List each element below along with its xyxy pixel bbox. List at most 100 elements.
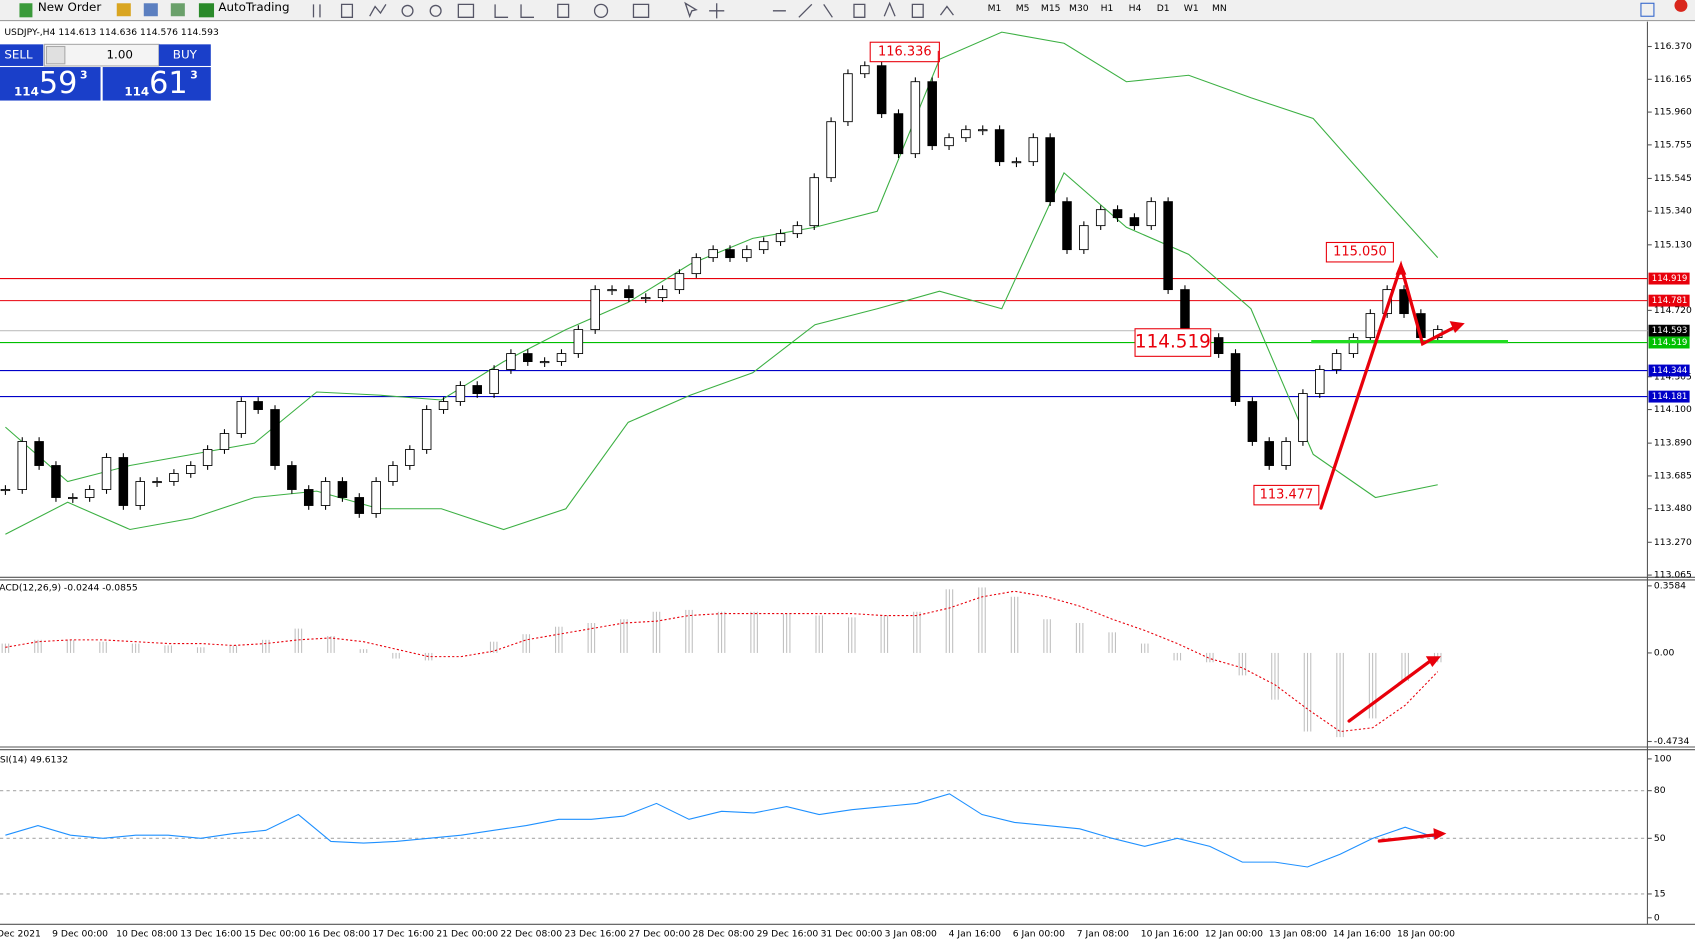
candle [1298,393,1308,442]
price-annotation: 115.050 [1333,245,1387,260]
bid-price-box[interactable] [0,67,101,101]
tool-icon[interactable] [116,3,131,17]
x-tick-label: 4 Jan 16:00 [949,929,1001,940]
y-tick-label: 0.3584 [1654,580,1686,591]
timeframe-button[interactable]: MN [1212,3,1227,14]
price-level-box [1648,324,1690,337]
one-click-trading: SELL 1.00 BUY 114 59 3 114 61 3 [0,43,211,101]
ask-big: 114 [124,84,149,98]
candle [1028,137,1039,163]
tool-icon[interactable] [143,3,158,17]
candle [1331,353,1342,371]
candle [1315,369,1325,394]
search-icon[interactable] [1640,2,1655,17]
price-level-label: 114.919 [1652,274,1688,284]
timeframe-button[interactable]: H1 [1101,3,1114,14]
price-level-label: 114.519 [1652,338,1688,348]
candle [186,465,196,474]
x-tick-label: 3 Jan 08:00 [885,929,937,940]
timeframe-button[interactable]: M15 [1041,3,1061,14]
volume-value: 1.00 [107,48,133,62]
toolbar-icons [312,1,954,19]
candle [876,65,887,115]
candle [320,481,331,506]
candle [152,481,162,484]
ask-point: 3 [190,69,198,82]
candle [101,457,112,490]
macd-signal [5,590,1439,733]
y-tick-label: 115.755 [1654,139,1692,150]
bid-point: 3 [80,69,88,82]
candle [1230,353,1241,402]
candle [202,449,213,466]
candle [1011,161,1022,164]
timeframe-button[interactable]: D1 [1157,3,1170,14]
candle [792,225,803,235]
new-order-button[interactable]: New Order [38,0,102,14]
y-tick-label: 113.270 [1654,537,1692,548]
volume-dropdown[interactable] [45,45,66,65]
candle [236,401,247,434]
tool-icon[interactable] [170,3,185,17]
autotrading-button[interactable]: AutoTrading [218,0,289,14]
notification-badge[interactable] [1674,0,1688,12]
x-tick-label: 10 Dec 08:00 [116,929,178,940]
y-tick-label: 0.00 [1654,647,1675,658]
price-level-box [1648,294,1690,307]
x-tick-label: 28 Dec 08:00 [693,929,755,940]
timeframe-button[interactable]: W1 [1184,3,1199,14]
x-tick-label: 7 Jan 08:00 [1077,929,1129,940]
y-tick-label: 80 [1654,785,1666,796]
candle [977,129,988,132]
x-tick-label: 15 Dec 00:00 [244,929,306,940]
timeframe-button[interactable]: H4 [1129,3,1142,14]
sell-button[interactable] [0,44,44,66]
ask-price-box[interactable] [102,67,211,101]
candle [34,441,44,466]
y-tick-label: 100 [1654,753,1672,764]
toolbar [0,0,1695,21]
x-tick-label: 6 Jan 00:00 [1013,929,1065,940]
candle [944,137,954,147]
y-tick-label: 113.685 [1654,470,1692,481]
candle [1348,337,1359,355]
candle [775,233,786,243]
x-tick-label: 27 Dec 00:00 [628,929,690,940]
timeframe-button[interactable]: M30 [1069,3,1089,14]
candle [118,457,129,506]
candle [17,441,28,490]
timeframe-button[interactable]: M5 [1016,3,1030,14]
y-tick-label: 0 [1654,912,1660,923]
price-annotation-box [869,41,940,63]
candle [0,489,11,492]
bid-pips: 59 [39,66,78,101]
price-annotation: 114.519 [1135,332,1211,353]
y-tick-label: 116.370 [1654,41,1692,52]
indicator-title: MACD(12,26,9) -0.0244 -0.0855 [0,583,138,594]
candle [523,353,533,363]
candle [371,481,381,514]
x-tick-label: 31 Dec 00:00 [821,929,883,940]
y-tick-label: 115.130 [1654,239,1692,250]
candle [691,257,702,275]
candle [640,297,651,300]
candle [1365,313,1376,339]
x-tick-label: 12 Jan 00:00 [1205,929,1263,940]
buy-button[interactable] [158,44,211,66]
bollinger-band [5,171,1438,535]
candle [758,241,769,251]
candle [1382,289,1392,315]
x-tick-label: 23 Dec 16:00 [564,929,626,940]
candle [135,481,145,506]
candle [1129,217,1140,227]
price-level-label: 114.593 [1652,326,1688,336]
candle [1112,209,1123,219]
candle [169,473,179,482]
y-tick-label: -0.4734 [1654,736,1690,747]
timeframe-button[interactable]: M1 [988,3,1002,14]
x-tick-label: 13 Jan 08:00 [1269,929,1327,940]
candle [809,177,819,227]
candle [253,401,263,410]
